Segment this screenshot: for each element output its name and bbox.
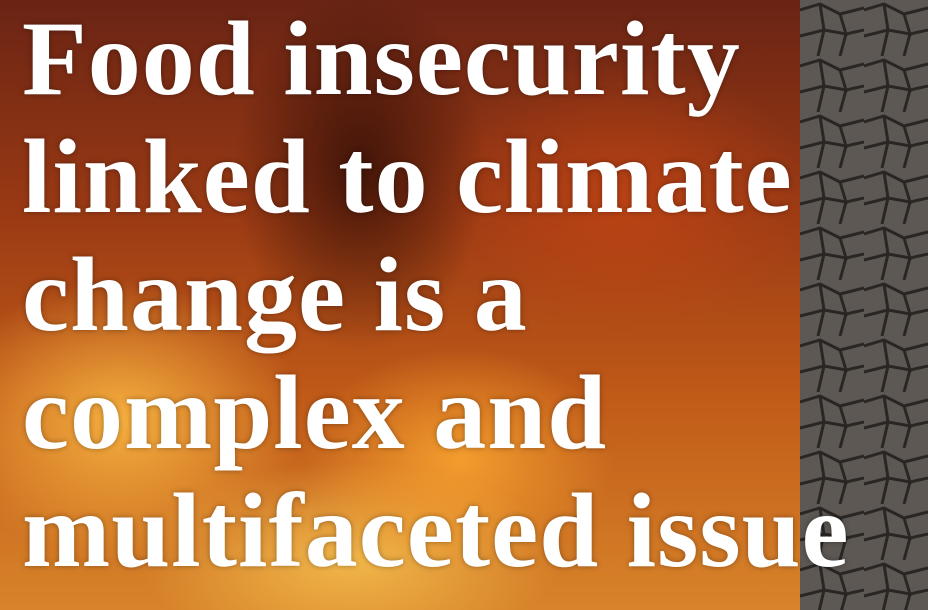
headline-line: multifaceted issue [22,472,850,590]
slide: Food insecurity linked to climate change… [0,0,928,610]
headline-line: complex and [22,354,850,472]
headline-line: linked to climate [22,118,850,236]
headline-line: Food insecurity [22,0,850,118]
headline-line: change is a [22,236,850,354]
headline: Food insecurity linked to climate change… [22,0,850,590]
